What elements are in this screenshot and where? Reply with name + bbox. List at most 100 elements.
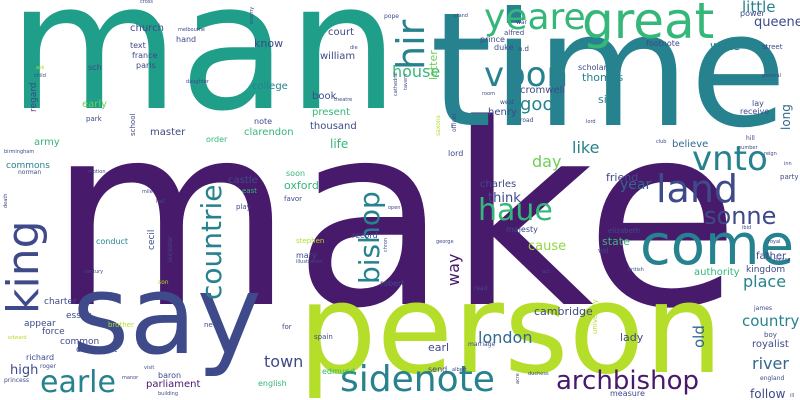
word-mile: mile xyxy=(142,189,153,195)
word-road: road xyxy=(520,117,534,124)
word-majesty: majesty xyxy=(506,225,538,234)
word-oxford: oxford xyxy=(284,179,319,192)
word-birmingham: birmingham xyxy=(4,149,35,155)
word-motion: motion xyxy=(88,169,106,175)
word-haue: haue xyxy=(478,193,553,228)
word-early: early xyxy=(82,99,108,110)
word-appear: appear xyxy=(24,319,56,329)
word-land: land xyxy=(656,167,739,211)
word-kingdom: kingdom xyxy=(746,265,786,275)
word-theatre: theatre xyxy=(334,97,353,103)
word-write: write xyxy=(710,39,741,53)
word-great: great xyxy=(582,0,715,50)
word-archbishop: archbishop xyxy=(556,366,699,396)
word-east: east xyxy=(242,187,257,195)
word-stand: stand xyxy=(454,13,468,19)
word-princess: princess xyxy=(4,377,29,384)
word-ill: ill xyxy=(790,393,795,399)
word-day: day xyxy=(532,152,562,171)
word-commons: commons xyxy=(6,161,50,171)
word-baron: baron xyxy=(158,371,182,380)
word-street: street xyxy=(762,43,783,51)
word-footnote: footnote xyxy=(646,39,680,48)
word-alfred: alfred xyxy=(504,29,525,37)
word-london: london xyxy=(478,328,533,347)
word-english: english xyxy=(258,379,287,388)
word-favor: favor xyxy=(284,195,303,203)
word-charles: charles xyxy=(480,179,517,190)
word-play: play xyxy=(236,203,251,211)
word-old: old xyxy=(690,325,708,348)
word-manor: manor xyxy=(122,375,139,381)
word-ibid: ibid xyxy=(742,225,752,231)
word-act: act xyxy=(542,269,550,275)
word-good: good xyxy=(520,94,565,115)
word-regard: regard xyxy=(29,82,39,112)
word-receive: receive xyxy=(740,107,770,116)
word-little: little xyxy=(742,0,776,16)
word-vol: vol xyxy=(598,247,609,255)
word-roger: roger xyxy=(40,363,56,370)
word-acre: acre xyxy=(515,373,521,384)
word-cause: cause xyxy=(528,239,567,254)
word-duke: duke xyxy=(494,43,514,52)
word-king: king xyxy=(0,220,49,314)
word-follow: follow xyxy=(750,387,786,400)
word-sonne: sonne xyxy=(704,202,777,230)
word-stephen: stephen xyxy=(296,237,325,245)
word-open: open xyxy=(388,205,401,211)
word-soon: soon xyxy=(286,169,306,178)
word-war: war xyxy=(516,19,528,26)
word-sir: sir xyxy=(598,93,612,106)
word-yeare: yeare xyxy=(484,0,586,38)
word-force: force xyxy=(42,327,65,337)
word-cromwell: cromwell xyxy=(520,85,566,96)
word-reign: reign xyxy=(764,151,777,157)
word-death: death xyxy=(3,193,9,208)
word-high: high xyxy=(10,363,39,378)
word-building: building xyxy=(158,391,179,397)
word-royal: royal xyxy=(768,239,781,245)
word-sch: sch xyxy=(88,63,102,72)
word-france: france xyxy=(132,51,158,60)
word-thousand: thousand xyxy=(310,121,357,132)
word-cathedral: cathedral xyxy=(393,72,399,96)
word-henry: henry xyxy=(488,107,517,118)
word-university: university xyxy=(591,299,599,334)
word-century: century xyxy=(84,269,104,275)
word-general: general xyxy=(762,73,782,79)
word-son: son xyxy=(158,279,169,286)
word-hall: hall xyxy=(156,199,166,205)
word-saxons: saxons xyxy=(435,115,442,136)
word-present: present xyxy=(312,107,351,118)
word-father: father xyxy=(756,251,787,262)
word-visit: visit xyxy=(144,365,155,371)
word-essex: essex xyxy=(66,311,92,321)
word-conquest: conquest xyxy=(76,345,118,355)
word-cecil: cecil xyxy=(147,229,157,250)
word-enemy: enemy xyxy=(249,6,255,24)
word-west: west xyxy=(500,99,515,106)
word-officer: officer xyxy=(451,113,458,132)
word-life: life xyxy=(330,137,349,151)
word-long: long xyxy=(779,104,793,130)
word-note: note xyxy=(254,117,273,126)
word-believe: believe xyxy=(672,139,709,150)
word-boy: boy xyxy=(764,331,777,339)
word-power: power xyxy=(740,9,765,18)
word-year: year xyxy=(620,177,652,193)
word-lord-2: lord xyxy=(586,119,596,125)
word-clarendon: clarendon xyxy=(244,127,294,138)
word-brother: brother xyxy=(108,321,134,329)
word-parliament: parliament xyxy=(146,379,201,390)
word-club: club xyxy=(656,139,667,145)
word-authority: authority xyxy=(694,267,740,278)
word-earle: earle xyxy=(40,365,116,400)
word-palace: palace xyxy=(774,257,791,263)
word-a-d: a.d xyxy=(518,45,529,53)
word-marriage: marriage xyxy=(468,341,496,348)
word-leicester: leicester xyxy=(167,236,174,262)
word-way: way xyxy=(444,253,463,286)
word-church: church xyxy=(130,23,164,34)
